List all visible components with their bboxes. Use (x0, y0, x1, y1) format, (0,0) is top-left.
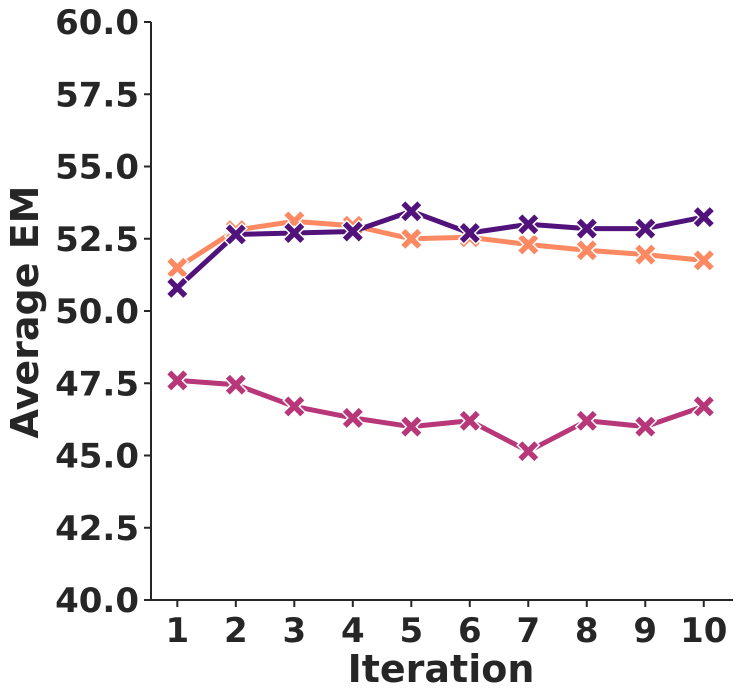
series-line (174, 377, 707, 454)
data-point (165, 275, 190, 300)
data-point (574, 216, 599, 241)
series-line (174, 208, 707, 291)
x-tick-label: 8 (575, 611, 599, 651)
x-ticks: 1 2 3 4 5 6 7 8 9 10 (165, 600, 727, 651)
data-point (633, 242, 658, 267)
data-point (633, 414, 658, 439)
y-tick-label: 45.0 (55, 437, 139, 477)
data-point (516, 439, 541, 464)
x-tick-label: 3 (282, 611, 306, 651)
series-2 (165, 199, 716, 300)
data-point (633, 216, 658, 241)
series-line (174, 218, 707, 271)
data-point (691, 394, 716, 419)
y-tick-label: 55.0 (55, 148, 139, 188)
data-point (691, 205, 716, 230)
y-axis-label: Average EM (3, 186, 47, 439)
x-tick-label: 7 (516, 611, 540, 651)
data-point (223, 372, 248, 397)
x-tick-label: 1 (165, 611, 189, 651)
data-point (457, 408, 482, 433)
y-tick-label: 40.0 (55, 581, 139, 621)
y-tick-label: 50.0 (55, 292, 139, 332)
x-tick-label: 6 (458, 611, 482, 651)
x-tick-label: 4 (341, 611, 365, 651)
data-point (574, 408, 599, 433)
data-point (399, 199, 424, 224)
axes (150, 22, 733, 601)
data-point (340, 405, 365, 430)
x-tick-label: 10 (680, 611, 727, 651)
x-tick-label: 2 (224, 611, 248, 651)
data-point (516, 232, 541, 257)
series-3 (165, 368, 716, 464)
x-tick-label: 9 (633, 611, 657, 651)
y-tick-label: 47.5 (55, 364, 139, 404)
data-point (399, 414, 424, 439)
x-axis-label: Iteration (348, 647, 535, 691)
data-point (457, 220, 482, 246)
data-point (516, 212, 541, 237)
x-tick-label: 5 (399, 611, 423, 651)
data-point (574, 238, 599, 263)
y-tick-label: 60.0 (55, 3, 139, 43)
y-tick-label: 57.5 (55, 75, 139, 115)
series-layer (165, 199, 716, 464)
data-point (399, 226, 424, 251)
data-point (691, 248, 716, 273)
data-point (340, 219, 365, 244)
data-point (165, 255, 190, 280)
y-ticks: 40.0 42.5 45.0 47.5 50.0 52.5 55.0 57.5 60.0 (55, 3, 151, 621)
data-point (165, 368, 190, 393)
data-point (223, 222, 248, 247)
data-point (282, 220, 307, 246)
data-point (282, 394, 307, 419)
y-tick-label: 42.5 (55, 509, 139, 549)
y-tick-label: 52.5 (55, 220, 139, 260)
